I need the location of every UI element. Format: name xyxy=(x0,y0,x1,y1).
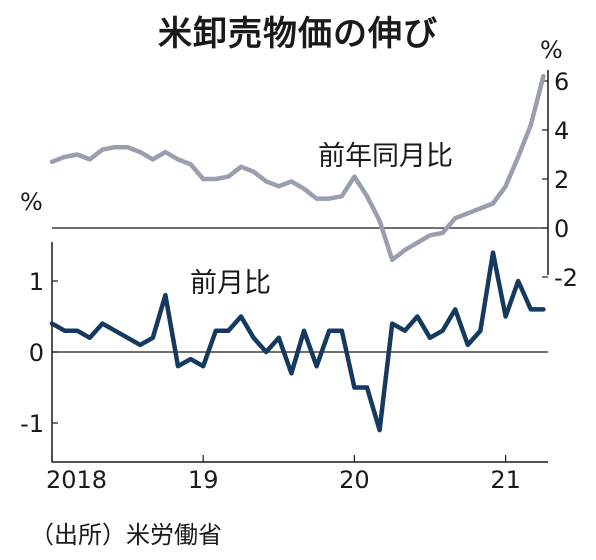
mom-series-label: 前月比 xyxy=(190,268,271,299)
yoy-series-label: 前年同月比 xyxy=(318,141,453,172)
yoy-tick-label: 4 xyxy=(554,117,569,145)
chart-title: 米卸売物価の伸び xyxy=(158,14,438,54)
mom-series-line xyxy=(49,250,546,433)
source-note: （出所）米労働省 xyxy=(30,521,222,549)
x-tick-label: 20 xyxy=(339,466,370,494)
yoy-tick-label: -2 xyxy=(554,264,578,292)
yoy-series-line xyxy=(49,73,546,263)
yoy-tick-label: 6 xyxy=(554,68,569,96)
yoy-tick-label: 2 xyxy=(554,166,569,194)
mom-tick-label: 0 xyxy=(29,339,44,367)
mom-tick-label: 1 xyxy=(29,268,44,296)
yoy-tick-label: 0 xyxy=(554,215,569,243)
x-tick-label: 21 xyxy=(490,466,521,494)
x-tick-label: 2018 xyxy=(46,466,107,494)
mom-unit-label: % xyxy=(20,188,43,216)
yoy-unit-label: % xyxy=(540,36,563,64)
mom-tick-label: -1 xyxy=(20,410,44,438)
x-tick-label: 19 xyxy=(188,466,219,494)
